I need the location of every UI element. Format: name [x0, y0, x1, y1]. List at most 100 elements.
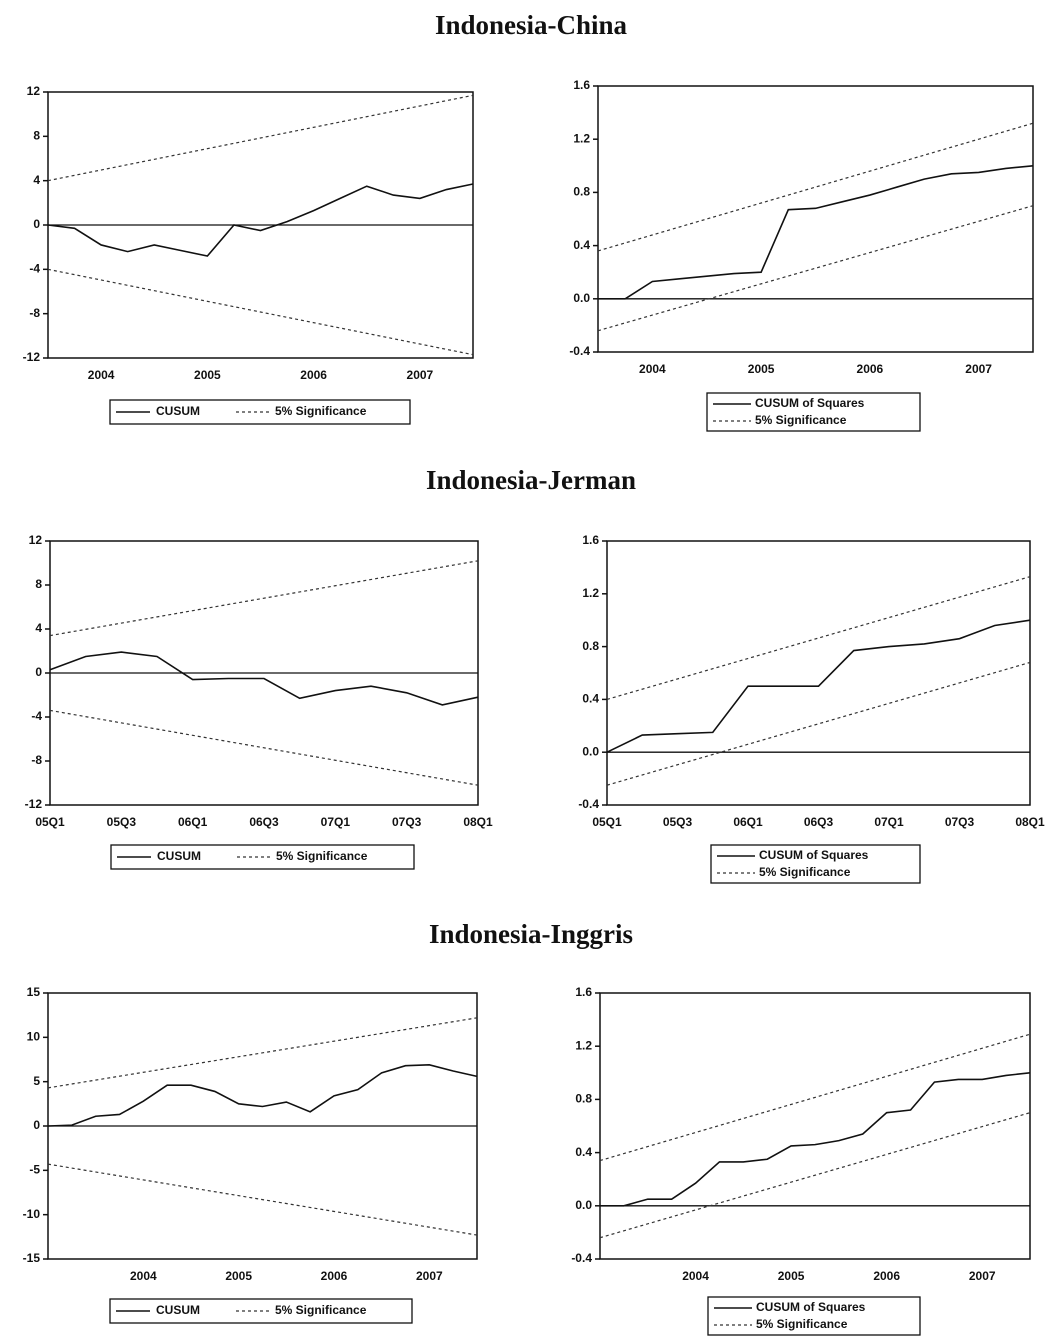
cusum-line — [607, 620, 1030, 752]
y-tick-label: 1.2 — [575, 1038, 592, 1052]
y-tick-label: 5 — [33, 1074, 40, 1088]
x-tick-label: 2006 — [857, 362, 884, 376]
y-tick-label: 1.2 — [582, 586, 599, 600]
y-tick-label: -8 — [29, 306, 40, 320]
x-tick-label: 2006 — [300, 368, 327, 382]
cusum-line — [48, 184, 473, 256]
y-tick-label: 15 — [27, 985, 41, 999]
x-tick-label: 07Q3 — [392, 815, 422, 829]
legend-label: 5% Significance — [276, 849, 368, 863]
x-tick-label: 2004 — [682, 1269, 709, 1283]
y-tick-label: 0.0 — [575, 1198, 592, 1212]
legend-label: 5% Significance — [755, 413, 847, 427]
x-tick-label: 05Q3 — [107, 815, 137, 829]
x-tick-label: 06Q3 — [249, 815, 279, 829]
y-tick-label: 0.8 — [575, 1092, 592, 1106]
y-tick-label: -12 — [23, 350, 41, 364]
y-tick-label: -4 — [29, 262, 40, 276]
x-tick-label: 05Q1 — [35, 815, 65, 829]
section-heading: Indonesia-China — [435, 10, 628, 40]
y-tick-label: 0 — [33, 217, 40, 231]
x-tick-label: 2005 — [194, 368, 221, 382]
y-tick-label: 10 — [27, 1030, 41, 1044]
y-tick-label: -0.4 — [578, 797, 599, 811]
y-tick-label: 0.8 — [573, 185, 590, 199]
legend-label: CUSUM — [157, 849, 201, 863]
y-tick-label: 12 — [27, 84, 41, 98]
x-tick-label: 2006 — [321, 1269, 348, 1283]
significance-bound — [598, 206, 1033, 331]
x-tick-label: 2007 — [965, 362, 992, 376]
legend-label: CUSUM of Squares — [759, 848, 869, 862]
y-tick-label: 0.4 — [575, 1145, 592, 1159]
y-tick-label: 4 — [33, 173, 40, 187]
x-tick-label: 07Q1 — [321, 815, 351, 829]
legend-label: 5% Significance — [759, 865, 851, 879]
significance-bound — [600, 1034, 1030, 1160]
legend-label: CUSUM of Squares — [756, 1300, 866, 1314]
x-tick-label: 2007 — [407, 368, 434, 382]
y-tick-label: 12 — [29, 533, 43, 547]
cusum-line — [50, 652, 478, 705]
significance-bound — [48, 1164, 477, 1235]
y-tick-label: 4 — [35, 621, 42, 635]
y-tick-label: -5 — [29, 1163, 40, 1177]
legend-label: CUSUM — [156, 1303, 200, 1317]
section-heading: Indonesia-Inggris — [429, 919, 633, 949]
y-tick-label: 8 — [35, 577, 42, 591]
y-tick-label: 1.6 — [575, 985, 592, 999]
legend-label: 5% Significance — [756, 1317, 848, 1331]
y-tick-label: 0 — [35, 665, 42, 679]
significance-bound — [598, 123, 1033, 251]
x-tick-label: 08Q1 — [1015, 815, 1045, 829]
x-tick-label: 2005 — [225, 1269, 252, 1283]
y-tick-label: 0.4 — [582, 692, 599, 706]
x-tick-label: 2005 — [778, 1269, 805, 1283]
x-tick-label: 2007 — [969, 1269, 996, 1283]
y-tick-label: 1.6 — [573, 78, 590, 92]
x-tick-label: 06Q1 — [733, 815, 763, 829]
y-tick-label: -15 — [23, 1251, 41, 1265]
legend-label: CUSUM — [156, 404, 200, 418]
y-tick-label: -4 — [31, 709, 42, 723]
x-tick-label: 06Q3 — [804, 815, 834, 829]
legend-label: CUSUM of Squares — [755, 396, 865, 410]
y-tick-label: -0.4 — [571, 1251, 592, 1265]
y-tick-label: -8 — [31, 753, 42, 767]
significance-bound — [48, 95, 473, 180]
x-tick-label: 2004 — [639, 362, 666, 376]
legend-label: 5% Significance — [275, 1303, 367, 1317]
significance-bound — [600, 1113, 1030, 1238]
legend-label: 5% Significance — [275, 404, 367, 418]
x-tick-label: 2007 — [416, 1269, 443, 1283]
x-tick-label: 2004 — [130, 1269, 157, 1283]
x-tick-label: 2004 — [88, 368, 115, 382]
plot-frame — [607, 541, 1030, 805]
significance-bound — [50, 710, 478, 785]
y-tick-label: -10 — [23, 1207, 41, 1221]
y-tick-label: 0 — [33, 1118, 40, 1132]
y-tick-label: 0.4 — [573, 238, 590, 252]
y-tick-label: 0.0 — [582, 744, 599, 758]
y-tick-label: 0.0 — [573, 291, 590, 305]
significance-bound — [48, 1018, 477, 1088]
x-tick-label: 05Q3 — [663, 815, 693, 829]
y-tick-label: 8 — [33, 129, 40, 143]
cusum-line — [48, 1065, 477, 1126]
x-tick-label: 06Q1 — [178, 815, 208, 829]
y-tick-label: 1.6 — [582, 533, 599, 547]
cusum-line — [600, 1073, 1030, 1206]
x-tick-label: 08Q1 — [463, 815, 493, 829]
figure: Indonesia-China Indonesia-Jerman Indones… — [0, 0, 1051, 1336]
x-tick-label: 07Q1 — [874, 815, 904, 829]
page: {"headings": ["Indonesia-China", "Indone… — [0, 0, 1051, 1336]
x-tick-label: 2006 — [873, 1269, 900, 1283]
section-heading: Indonesia-Jerman — [426, 465, 636, 495]
y-tick-label: 0.8 — [582, 639, 599, 653]
y-tick-label: -12 — [25, 797, 43, 811]
significance-bound — [50, 561, 478, 636]
x-tick-label: 05Q1 — [592, 815, 622, 829]
y-tick-label: -0.4 — [569, 344, 590, 358]
y-tick-label: 1.2 — [573, 131, 590, 145]
x-tick-label: 2005 — [748, 362, 775, 376]
